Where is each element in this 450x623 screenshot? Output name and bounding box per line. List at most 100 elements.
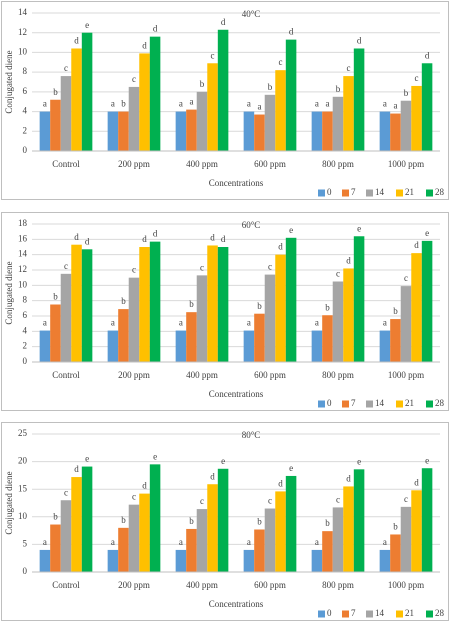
bar [400,506,412,572]
significance-letter: b [393,522,398,532]
y-tick-label: 10 [18,46,28,56]
bar [107,549,119,572]
bar [264,274,276,362]
bar [379,330,391,362]
bar [50,304,61,362]
x-tick-label: Control [52,159,80,169]
significance-letter: a [257,102,261,112]
x-tick-label: 400 ppm [186,580,218,590]
bar [107,330,119,362]
bar [149,241,161,362]
bar [50,99,61,151]
bar [186,109,197,151]
bar [196,275,208,362]
bar [353,236,365,362]
y-tick-label: 12 [18,27,27,37]
significance-letter: e [357,456,361,466]
bar [50,524,61,572]
bar [322,111,333,151]
bar [332,507,344,572]
significance-letter: b [200,79,205,89]
x-tick-label: 200 ppm [118,159,150,169]
bar [311,111,323,151]
bar [39,330,51,362]
bar [118,527,129,572]
bar [254,529,265,572]
bar [275,70,286,151]
significance-letter: b [189,299,194,309]
significance-letter: d [346,474,351,484]
significance-letter: c [336,494,340,504]
legend-swatch [366,189,373,197]
bar [411,253,422,362]
y-tick-label: 15 [18,483,28,493]
significance-letter: d [221,17,226,27]
significance-letter: d [74,464,79,474]
chart-panel: 0 2 4 6 8 10 12 14 16 18 Conjugated diene 60°C Contr… [1,212,449,411]
bar [128,504,140,572]
legend-swatch [342,189,349,197]
significance-letter: a [179,537,183,547]
bar [343,268,354,362]
significance-letter: a [315,537,319,547]
significance-letter: d [289,27,294,37]
significance-letter: a [247,99,251,109]
significance-letter: e [357,223,361,233]
significance-letter: e [85,454,89,464]
legend-label: 21 [405,608,414,618]
legend-swatch [396,610,403,618]
bar [243,111,255,151]
significance-letter: d [153,24,158,34]
significance-letter: e [221,456,225,466]
bar [421,240,433,362]
significance-letter: c [268,262,272,272]
significance-letter: a [383,99,387,109]
significance-letter: d [346,256,351,266]
legend-label: 14 [375,187,385,197]
legend-label: 0 [327,398,332,408]
significance-letter: b [393,306,398,316]
bar [332,96,344,151]
y-tick-label: 10 [18,511,28,521]
y-tick-label: 6 [23,86,28,96]
bar [254,313,265,362]
significance-letter: b [53,87,58,97]
y-tick-label: 0 [23,566,28,576]
x-tick-label: 800 ppm [322,580,354,590]
significance-letter: a [111,537,115,547]
bar [285,475,297,572]
legend-swatch [426,189,433,197]
significance-letter: d [414,240,419,250]
panel-frame [1,1,449,200]
x-tick-label: 400 ppm [186,159,218,169]
significance-letter: a [383,318,387,328]
significance-letter: d [142,234,147,244]
significance-letter: d [210,233,215,243]
significance-letter: c [200,496,204,506]
bar [217,468,229,572]
bar [128,277,140,362]
chart-title: 80°C [242,430,261,440]
y-tick-label: 0 [23,145,28,155]
bar [60,76,72,151]
significance-letter: b [121,515,126,525]
bar [107,111,119,151]
bar [322,315,333,362]
bar [275,254,286,362]
x-axis-label: Concentrations [209,389,264,399]
significance-letter: b [189,516,194,526]
significance-letter: d [210,471,215,481]
bar [332,281,344,362]
significance-letter: a [325,99,329,109]
significance-letter: a [383,537,387,547]
bar [81,466,93,572]
y-axis-label: Conjugated diene [4,471,14,534]
bar [400,286,412,362]
bar [39,111,51,151]
bar [343,486,354,572]
y-tick-label: 0 [23,356,28,366]
significance-letter: b [53,292,58,302]
bar [243,549,255,572]
